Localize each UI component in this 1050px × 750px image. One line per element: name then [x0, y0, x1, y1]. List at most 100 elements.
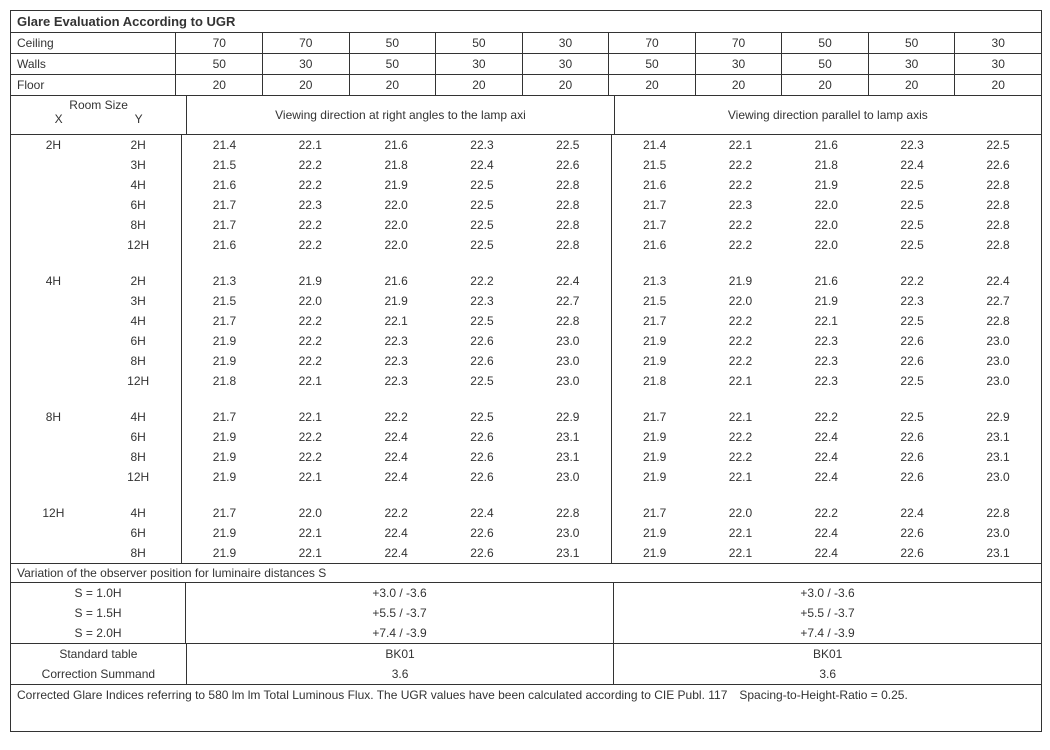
ugr-value: 22.2	[267, 427, 353, 447]
ugr-value: 22.8	[525, 503, 611, 523]
ugr-value: 23.1	[955, 543, 1041, 563]
header-value: 20	[695, 75, 782, 96]
variation-label: S = 1.5H	[11, 603, 186, 623]
standard-row: Standard tableBK01BK01	[11, 644, 1041, 665]
ugr-value: 21.9	[181, 523, 267, 543]
ugr-value: 22.8	[955, 175, 1041, 195]
ugr-value: 22.5	[439, 195, 525, 215]
data-row: 12H21.822.122.322.523.021.822.122.322.52…	[11, 371, 1041, 391]
ugr-value: 21.7	[611, 407, 697, 427]
ugr-value: 21.9	[611, 523, 697, 543]
ugr-value: 23.0	[955, 467, 1041, 487]
ugr-value: 21.5	[181, 155, 267, 175]
y-value: 12H	[96, 371, 181, 391]
ugr-value: 22.7	[525, 291, 611, 311]
variation-row: S = 1.0H+3.0 / -3.6+3.0 / -3.6	[11, 583, 1041, 603]
ugr-value: 22.5	[869, 407, 955, 427]
header-value: 70	[263, 33, 350, 54]
spacer-row	[11, 391, 1041, 407]
y-value: 4H	[96, 503, 181, 523]
x-value	[11, 351, 96, 371]
ugr-table-container: Glare Evaluation According to UGR Ceilin…	[10, 10, 1042, 732]
ugr-value: 22.5	[869, 235, 955, 255]
ugr-value: 22.2	[267, 351, 353, 371]
y-value: 8H	[96, 351, 181, 371]
data-row: 4H21.722.222.122.522.821.722.222.122.522…	[11, 311, 1041, 331]
ugr-value: 21.9	[611, 447, 697, 467]
ugr-value: 22.4	[353, 427, 439, 447]
y-value: 3H	[96, 291, 181, 311]
ugr-value: 22.0	[267, 503, 353, 523]
x-value	[11, 543, 96, 563]
ugr-value: 23.0	[525, 351, 611, 371]
ugr-value: 22.8	[525, 311, 611, 331]
x-value	[11, 195, 96, 215]
ugr-value: 23.0	[525, 523, 611, 543]
ugr-value: 21.3	[181, 271, 267, 291]
ugr-value: 22.3	[783, 371, 869, 391]
x-value	[11, 447, 96, 467]
ugr-value: 22.5	[869, 215, 955, 235]
ugr-value: 21.5	[181, 291, 267, 311]
ugr-value: 23.0	[525, 371, 611, 391]
ugr-value: 22.1	[267, 371, 353, 391]
ugr-value: 22.2	[267, 311, 353, 331]
ugr-value: 21.9	[611, 331, 697, 351]
data-row: 12H21.922.122.422.623.021.922.122.422.62…	[11, 467, 1041, 487]
ugr-value: 22.6	[869, 427, 955, 447]
variation-value-right: +3.0 / -3.6	[614, 583, 1041, 603]
standard-value-left: BK01	[186, 644, 614, 665]
standard-row: Correction Summand3.63.6	[11, 664, 1041, 684]
room-header: Room Size XY Viewing direction at right …	[11, 96, 1041, 134]
ugr-value: 23.1	[525, 543, 611, 563]
ugr-value: 21.6	[181, 235, 267, 255]
standard-table: Standard tableBK01BK01Correction Summand…	[11, 643, 1041, 684]
standard-value-right: 3.6	[614, 664, 1041, 684]
x-label: X	[19, 112, 99, 126]
ugr-value: 22.8	[955, 195, 1041, 215]
variation-title: Variation of the observer position for l…	[11, 563, 1041, 583]
x-value: 4H	[11, 271, 96, 291]
ugr-value: 22.2	[783, 503, 869, 523]
ugr-value: 22.3	[783, 331, 869, 351]
ugr-value: 22.2	[267, 447, 353, 467]
ugr-value: 23.0	[955, 523, 1041, 543]
ugr-value: 22.3	[439, 135, 525, 155]
ugr-data-table: 2H2H21.422.121.622.322.521.422.121.622.3…	[11, 135, 1041, 563]
ugr-value: 22.3	[353, 331, 439, 351]
ugr-value: 21.6	[783, 135, 869, 155]
ugr-value: 22.4	[955, 271, 1041, 291]
standard-label: Correction Summand	[11, 664, 186, 684]
data-row: 8H21.922.122.422.623.121.922.122.422.623…	[11, 543, 1041, 563]
y-value: 12H	[96, 467, 181, 487]
ugr-value: 22.5	[869, 311, 955, 331]
ugr-value: 22.5	[955, 135, 1041, 155]
x-value	[11, 523, 96, 543]
standard-value-left: 3.6	[186, 664, 614, 684]
ugr-value: 22.5	[439, 215, 525, 235]
header-value: 30	[695, 54, 782, 75]
ugr-value: 22.0	[698, 503, 784, 523]
data-row: 6H21.922.122.422.623.021.922.122.422.623…	[11, 523, 1041, 543]
ugr-value: 22.4	[353, 523, 439, 543]
y-value: 2H	[96, 135, 181, 155]
ugr-value: 21.9	[353, 291, 439, 311]
ugr-value: 21.9	[611, 467, 697, 487]
ugr-value: 22.6	[869, 523, 955, 543]
header-value: 20	[522, 75, 609, 96]
header-value: 50	[868, 33, 955, 54]
variation-value-left: +7.4 / -3.9	[186, 623, 614, 643]
data-row: 12H4H21.722.022.222.422.821.722.022.222.…	[11, 503, 1041, 523]
ugr-value: 22.6	[439, 523, 525, 543]
reflectance-header: Ceiling70705050307070505030Walls50305030…	[11, 33, 1041, 96]
ugr-value: 22.2	[698, 331, 784, 351]
ugr-value: 22.0	[783, 215, 869, 235]
header-value: 70	[609, 33, 696, 54]
room-size-label: Room Size	[15, 98, 182, 112]
ugr-value: 22.2	[783, 407, 869, 427]
ugr-value: 22.1	[267, 135, 353, 155]
ugr-value: 22.4	[353, 447, 439, 467]
ugr-value: 22.8	[955, 503, 1041, 523]
ugr-value: 22.3	[353, 351, 439, 371]
ugr-value: 22.5	[869, 371, 955, 391]
